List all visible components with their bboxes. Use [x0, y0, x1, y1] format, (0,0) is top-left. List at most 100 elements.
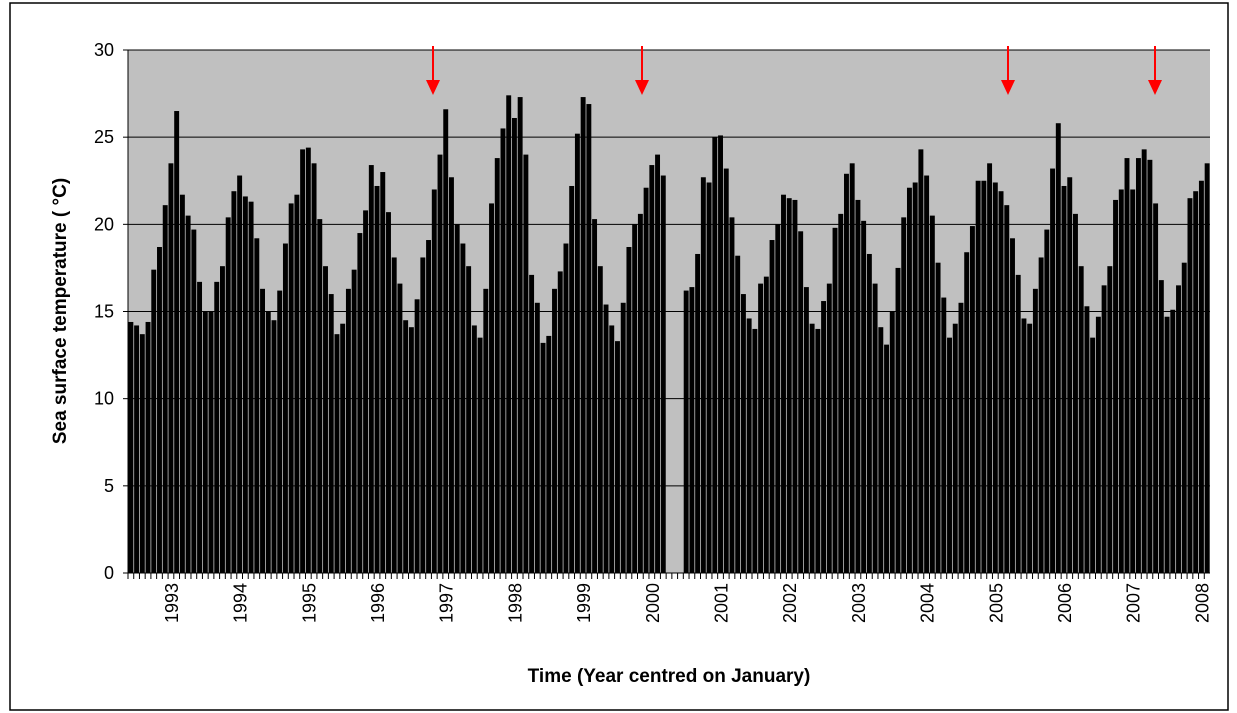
bar — [718, 135, 723, 573]
y-tick-label: 20 — [94, 214, 114, 234]
x-tick-label: 1994 — [231, 583, 251, 623]
bar — [1141, 149, 1147, 573]
bar — [1015, 274, 1021, 573]
x-tick-label: 2004 — [918, 583, 938, 623]
bar — [901, 217, 907, 574]
bar — [534, 302, 540, 573]
bar — [277, 290, 283, 573]
bar — [924, 175, 930, 573]
bar — [443, 109, 449, 574]
bar — [323, 266, 328, 573]
bar — [826, 283, 832, 573]
bar — [815, 328, 821, 573]
bar — [288, 203, 294, 573]
bar — [987, 163, 993, 574]
bar — [1067, 177, 1073, 573]
bar — [884, 344, 890, 573]
bar — [374, 185, 380, 574]
bar — [912, 182, 918, 573]
bar — [975, 180, 981, 573]
bar — [448, 177, 454, 573]
bar — [477, 337, 483, 573]
bar — [1090, 337, 1096, 573]
bar — [1095, 316, 1101, 573]
bar — [1073, 213, 1078, 573]
bar — [1118, 189, 1124, 573]
bar — [414, 299, 420, 573]
bar — [700, 177, 706, 573]
bar — [403, 320, 409, 573]
bar — [351, 269, 357, 573]
bar — [168, 163, 174, 574]
bar — [655, 154, 661, 573]
x-tick-label: 1995 — [299, 583, 319, 623]
bar — [185, 215, 191, 573]
bar — [511, 117, 517, 574]
bar — [517, 97, 523, 573]
y-tick-label: 25 — [94, 127, 114, 147]
bar — [626, 246, 632, 573]
bar — [706, 182, 712, 573]
bar — [254, 238, 260, 573]
bar — [792, 199, 798, 573]
bar — [758, 283, 764, 573]
bar — [689, 287, 695, 573]
bar — [695, 253, 701, 573]
x-tick-label: 2006 — [1055, 583, 1075, 623]
bar — [334, 334, 340, 573]
arrow-head — [1148, 80, 1162, 95]
bar — [1021, 318, 1027, 573]
bar — [311, 163, 317, 574]
y-axis-title: Sea surface temperature ( °C) — [50, 178, 71, 444]
bar — [637, 213, 643, 573]
bar — [1204, 163, 1210, 574]
bar — [214, 281, 220, 573]
y-tick-label: 5 — [104, 476, 114, 496]
bar — [958, 302, 964, 573]
x-tick-label: 2003 — [849, 583, 869, 623]
bar — [895, 267, 901, 573]
x-tick-label: 2000 — [643, 583, 663, 623]
bar — [947, 337, 952, 573]
bar — [191, 229, 197, 573]
bar — [523, 154, 529, 573]
bar — [466, 266, 472, 573]
bar — [1158, 280, 1164, 573]
bar — [265, 311, 271, 573]
bar — [889, 311, 895, 573]
bar — [197, 281, 203, 573]
bar — [941, 297, 947, 573]
arrow-head — [1001, 80, 1015, 95]
bar — [1176, 285, 1181, 573]
x-tick-label: 1996 — [368, 583, 388, 623]
bar — [786, 198, 792, 573]
bar — [328, 294, 334, 573]
bar — [363, 210, 369, 574]
bar — [1113, 199, 1119, 573]
bar — [391, 257, 397, 573]
bar — [803, 287, 809, 573]
bar — [460, 243, 466, 573]
bar — [586, 104, 592, 573]
bar — [1010, 238, 1015, 573]
x-tick-label: 2002 — [780, 583, 800, 623]
bar — [494, 158, 500, 573]
bar — [769, 240, 775, 574]
bar — [260, 288, 265, 573]
bar — [1032, 288, 1038, 573]
bar — [1147, 159, 1153, 573]
bar — [603, 304, 609, 573]
bar — [145, 321, 151, 573]
bar — [832, 227, 838, 573]
bar — [574, 133, 580, 573]
bar — [740, 294, 746, 573]
bar — [569, 185, 575, 574]
bar — [345, 288, 351, 573]
bar — [500, 128, 506, 573]
bar — [1038, 257, 1044, 573]
bar — [128, 321, 134, 573]
bar — [609, 325, 615, 573]
bar — [855, 199, 861, 573]
bar — [1124, 158, 1130, 573]
bar — [844, 173, 849, 573]
